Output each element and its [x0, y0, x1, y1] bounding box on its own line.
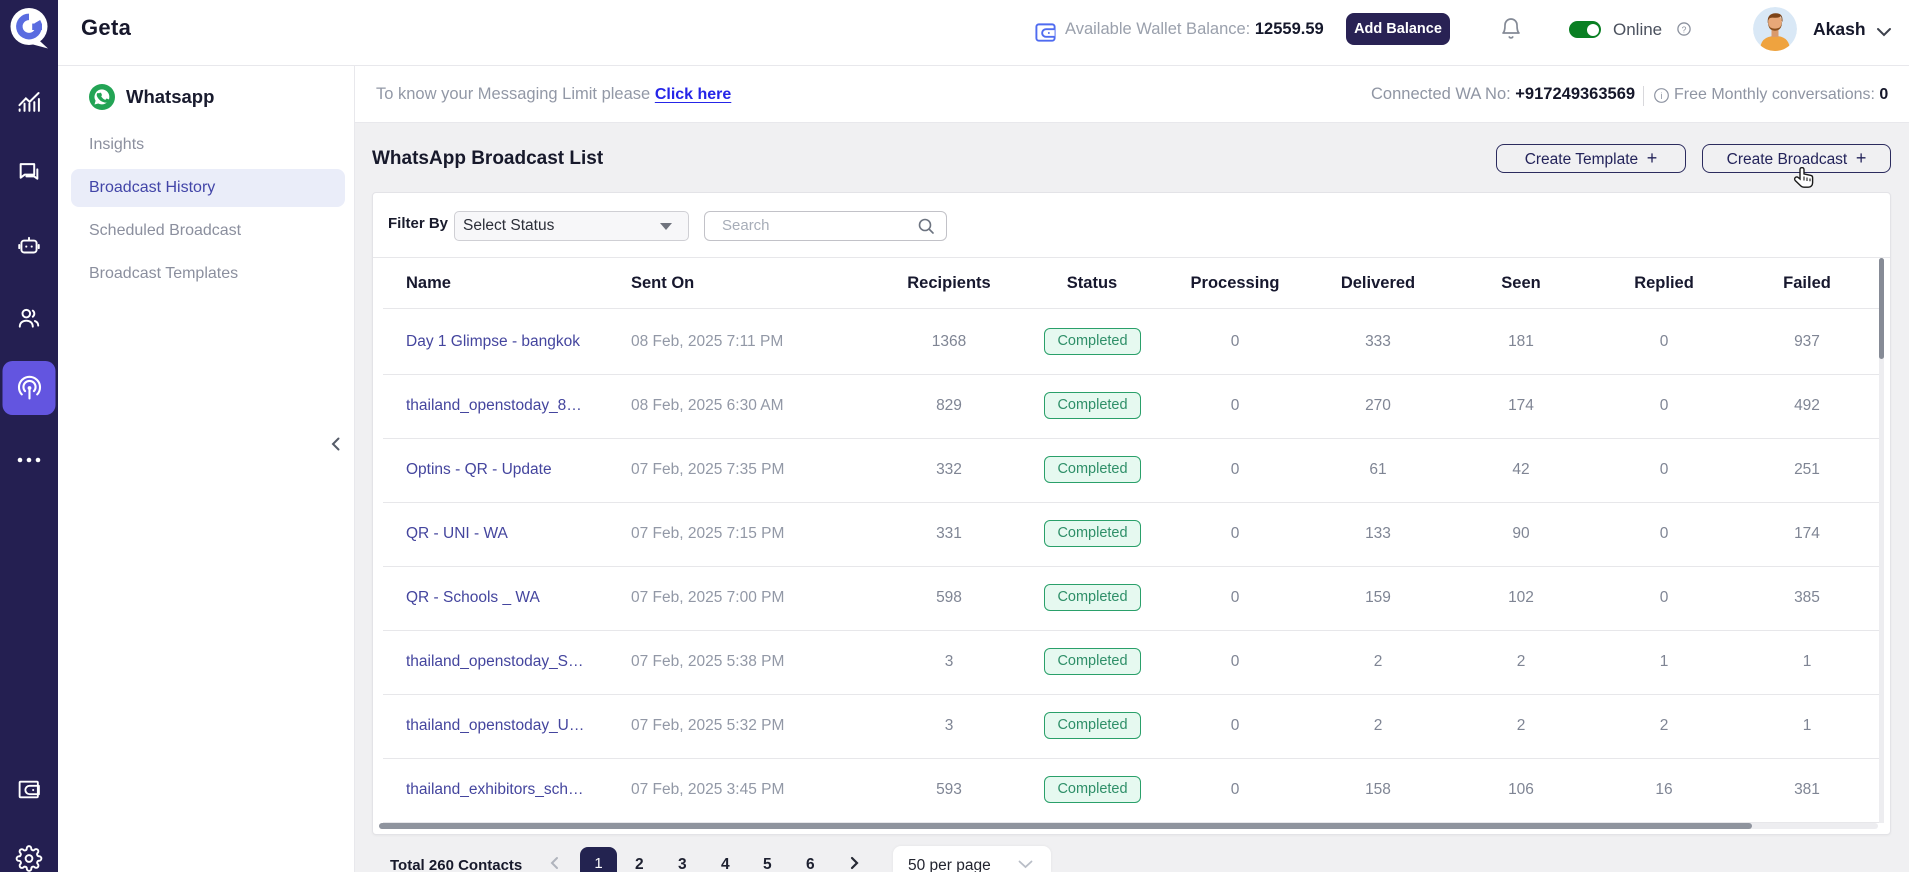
svg-text:i: i [1661, 91, 1663, 101]
svg-text:?: ? [1682, 24, 1687, 34]
